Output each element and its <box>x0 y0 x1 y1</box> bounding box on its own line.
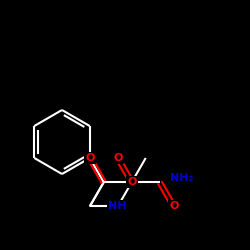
Text: O: O <box>85 153 94 163</box>
Text: NH: NH <box>108 202 127 211</box>
Text: O: O <box>127 177 136 187</box>
Text: NH₂: NH₂ <box>170 173 194 183</box>
Text: O: O <box>169 202 178 211</box>
Text: O: O <box>113 153 122 163</box>
